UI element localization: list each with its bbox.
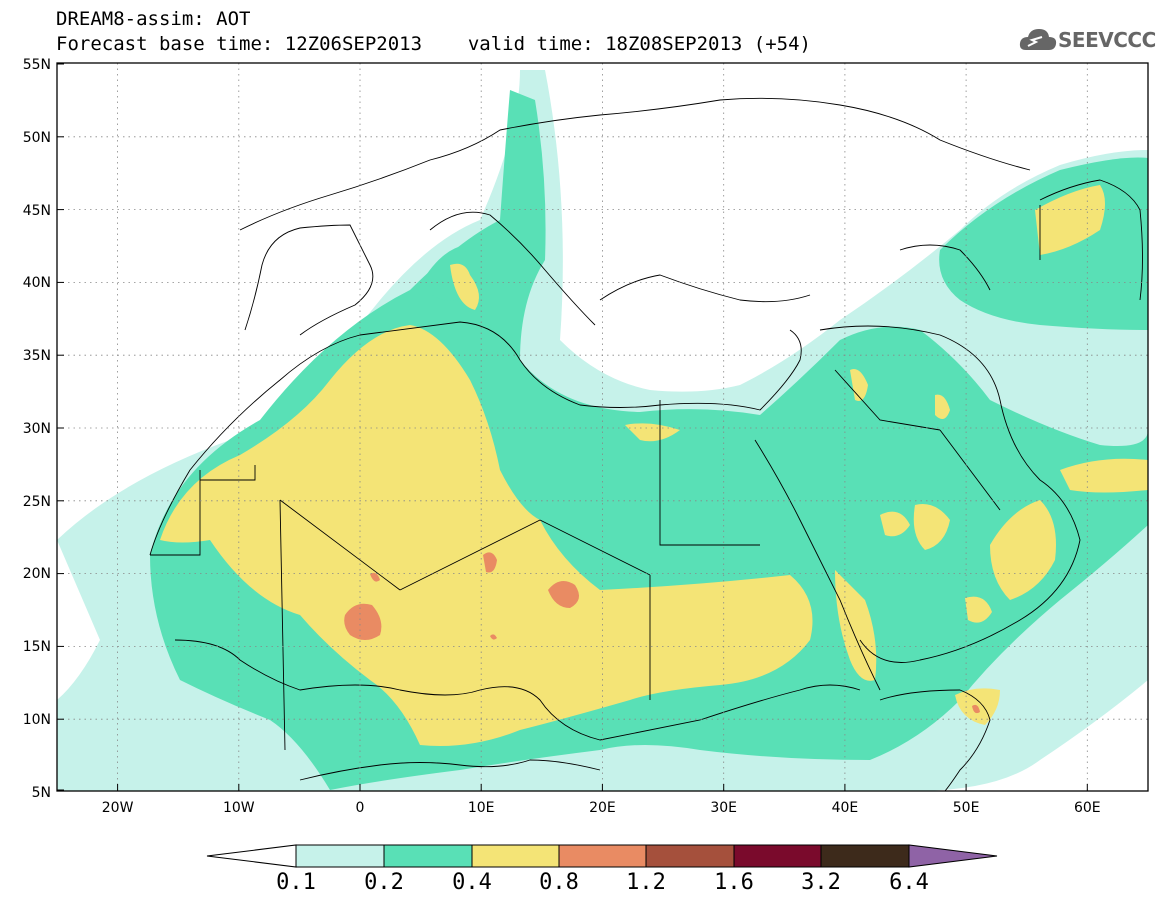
lon-label: 30E — [710, 800, 737, 816]
cloud-icon — [1019, 29, 1057, 50]
valid-time-label: valid time: 18Z08SEP2013 (+54) — [467, 33, 811, 55]
lat-label: 40N — [23, 275, 51, 291]
lon-label: 10W — [223, 800, 255, 816]
lat-label: 55N — [23, 57, 51, 73]
aot-band-0.8-1.2 — [344, 552, 980, 714]
lon-label: 40E — [832, 800, 859, 816]
lat-tick-marks — [57, 63, 1088, 791]
colorbar — [206, 844, 998, 868]
lat-label: 10N — [23, 712, 51, 728]
lon-label: 50E — [953, 800, 980, 816]
colorbar-label: 6.4 — [889, 870, 929, 895]
colorbar-label: 0.8 — [539, 870, 579, 895]
lat-label: 25N — [23, 494, 51, 510]
map-title: DREAM8-assim: AOT — [56, 8, 251, 30]
lat-label: 20N — [23, 566, 51, 582]
colorbar-swatch — [206, 844, 297, 868]
lat-labels: 5N 10N 15N 20N 25N 30N 35N 40N 45N 50N 5… — [23, 57, 51, 801]
lon-label: 20W — [102, 800, 134, 816]
country-borders — [149, 97, 1143, 791]
forecast-time-line: Forecast base time: 12Z06SEP2013 valid t… — [56, 33, 811, 55]
lon-label: 10E — [468, 800, 495, 816]
colorbar-label: 0.2 — [364, 870, 404, 895]
aot-fields — [57, 63, 1148, 791]
colorbar-label: 0.4 — [452, 870, 492, 895]
colorbar-label: 1.6 — [714, 870, 754, 895]
colorbar-swatch — [471, 844, 560, 868]
colorbar-swatch — [908, 844, 998, 868]
lat-label: 5N — [32, 785, 51, 801]
lon-labels: 20W 10W 0 10E 20E 30E 40E 50E 60E — [102, 800, 1101, 816]
lon-label: 20E — [589, 800, 616, 816]
graticule — [57, 63, 1148, 791]
colorbar-label: 3.2 — [801, 870, 841, 895]
base-time-label: Forecast base time: 12Z06SEP2013 — [56, 33, 423, 55]
colorbar-swatch — [820, 844, 910, 868]
colorbar-label: 1.2 — [626, 870, 666, 895]
lat-label: 45N — [23, 203, 51, 219]
logo-text: SEEVCCC — [1058, 28, 1156, 52]
lat-label: 15N — [23, 639, 51, 655]
colorbar-swatch — [295, 844, 385, 868]
colorbar-label: 0.1 — [276, 870, 316, 895]
seevccc-logo: SEEVCCC — [1018, 22, 1156, 58]
lat-label: 35N — [23, 348, 51, 364]
colorbar-swatch — [733, 844, 822, 868]
colorbar-swatch — [558, 844, 647, 868]
lon-label: 60E — [1074, 800, 1101, 816]
colorbar-swatch — [383, 844, 473, 868]
lon-label: 0 — [356, 800, 365, 816]
lat-label: 30N — [23, 421, 51, 437]
colorbar-swatch — [645, 844, 735, 868]
lat-label: 50N — [23, 130, 51, 146]
